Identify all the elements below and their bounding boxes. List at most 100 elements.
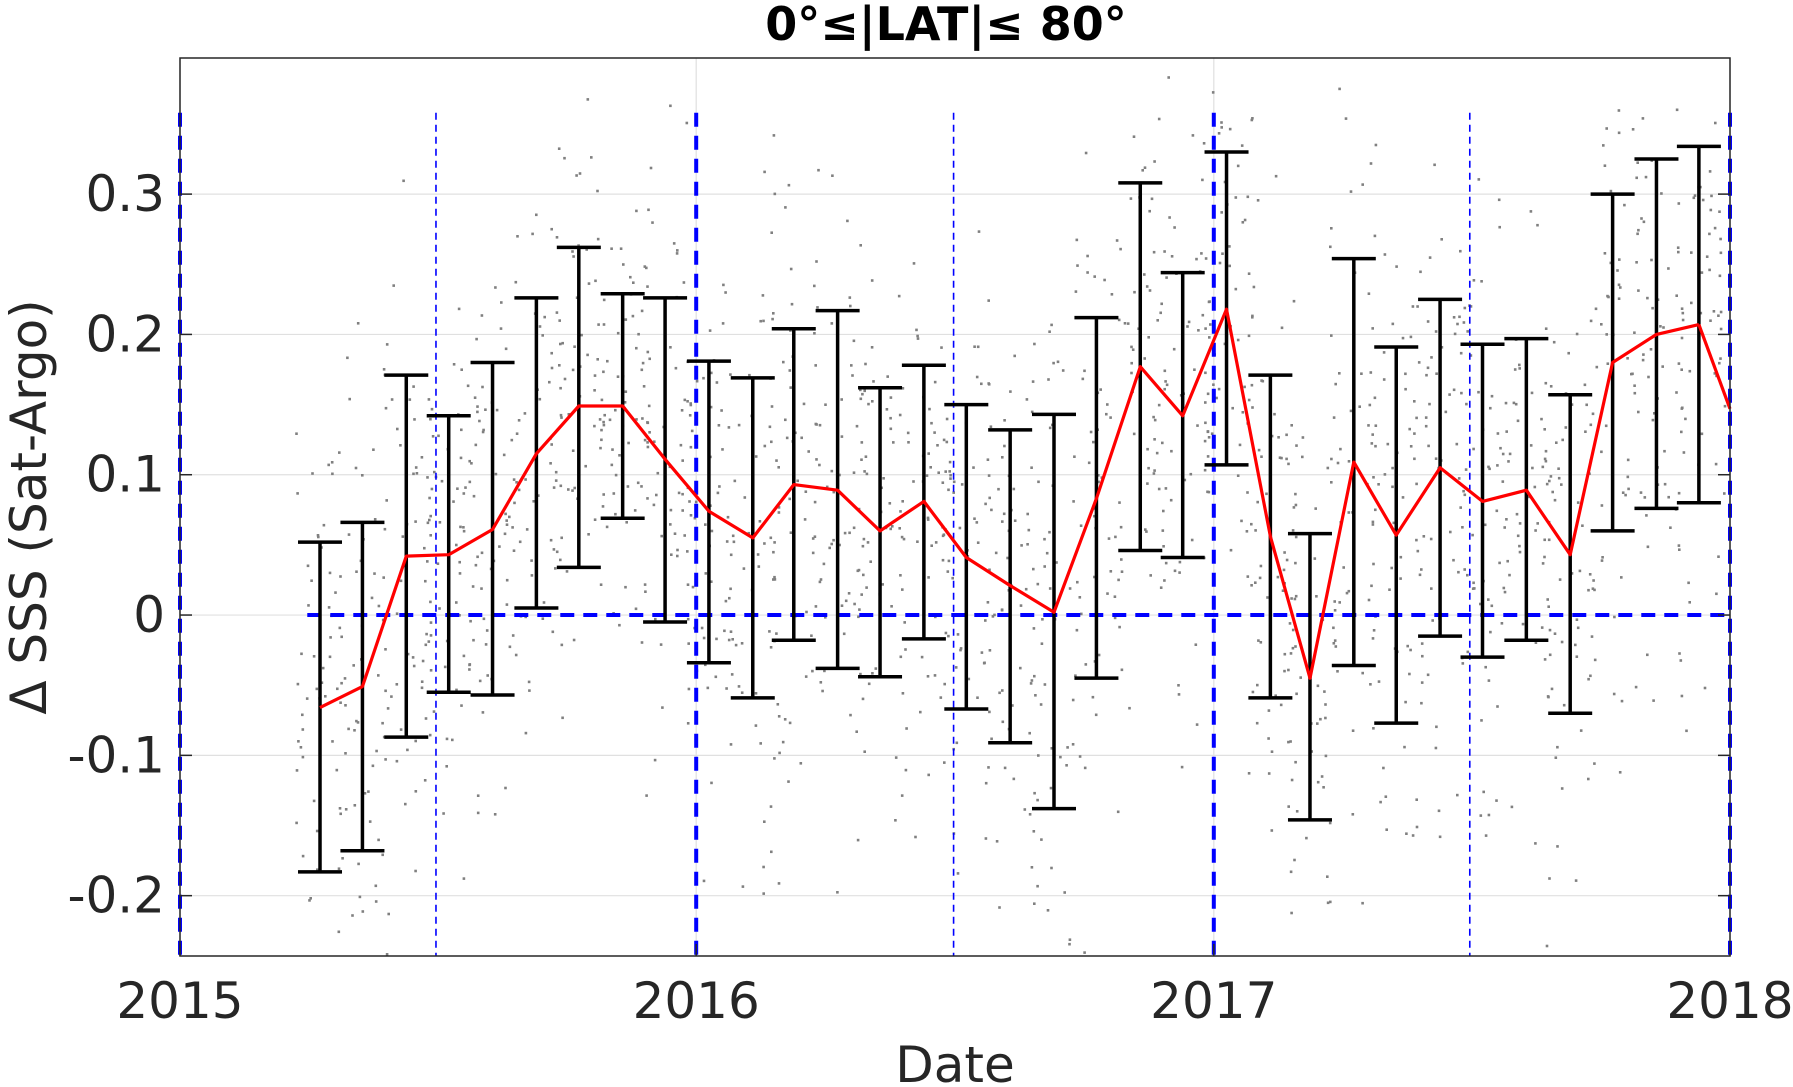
scatter-point — [338, 807, 342, 810]
scatter-point — [1567, 351, 1570, 355]
scatter-point — [1034, 694, 1037, 697]
scatter-point — [1208, 336, 1211, 339]
scatter-point — [1384, 795, 1388, 798]
scatter-point — [1723, 404, 1727, 408]
scatter-point — [925, 474, 929, 477]
scatter-point — [901, 387, 905, 390]
scatter-point — [813, 500, 817, 504]
scatter-point — [840, 435, 844, 438]
scatter-point — [1267, 709, 1271, 712]
scatter-point — [1612, 692, 1616, 696]
scatter-point — [789, 531, 793, 534]
scatter-point — [1250, 522, 1253, 526]
scatter-point — [387, 912, 390, 916]
scatter-point — [575, 174, 578, 177]
scatter-point — [673, 532, 677, 535]
scatter-point — [991, 615, 995, 618]
scatter-point — [482, 428, 485, 432]
scatter-point — [733, 479, 737, 483]
scatter-point — [716, 491, 720, 495]
scatter-point — [998, 691, 1001, 695]
scatter-point — [1415, 416, 1418, 420]
scatter-point — [933, 431, 936, 434]
scatter-point — [1220, 211, 1223, 214]
scatter-point — [1680, 368, 1683, 371]
scatter-point — [1048, 530, 1051, 534]
scatter-point — [352, 664, 355, 667]
scatter-point — [1123, 322, 1127, 325]
scatter-point — [395, 683, 399, 686]
scatter-point — [414, 790, 418, 793]
scatter-point — [437, 434, 440, 438]
scatter-point — [689, 445, 693, 449]
scatter-point — [552, 548, 556, 551]
scatter-point — [817, 168, 820, 172]
scatter-point — [1372, 727, 1375, 730]
scatter-point — [599, 583, 603, 586]
scatter-point — [468, 668, 471, 671]
scatter-point — [524, 731, 528, 735]
scatter-point — [1463, 306, 1467, 310]
scatter-point — [1553, 632, 1557, 635]
scatter-point — [616, 331, 620, 335]
scatter-point — [680, 409, 684, 412]
scatter-point — [1281, 589, 1285, 592]
scatter-point — [563, 156, 566, 160]
scatter-point — [1073, 455, 1076, 458]
scatter-point — [1157, 487, 1161, 491]
scatter-point — [295, 769, 299, 772]
scatter-point — [1677, 202, 1681, 205]
scatter-point — [637, 332, 640, 336]
scatter-point — [1023, 808, 1027, 811]
scatter-point — [1466, 573, 1469, 577]
scatter-point — [309, 897, 312, 900]
scatter-point — [652, 503, 656, 507]
scatter-point — [796, 479, 799, 483]
scatter-point — [1161, 529, 1165, 532]
scatter-point — [1534, 842, 1537, 845]
scatter-point — [947, 634, 950, 638]
scatter-point — [1130, 345, 1133, 349]
scatter-point — [1605, 127, 1608, 130]
scatter-point — [1153, 418, 1157, 422]
scatter-point — [669, 508, 673, 512]
scatter-point — [872, 380, 875, 383]
scatter-point — [1036, 582, 1040, 586]
scatter-point — [1105, 412, 1108, 416]
scatter-point — [1637, 228, 1640, 232]
scatter-point — [676, 249, 679, 252]
scatter-point — [1466, 330, 1469, 333]
scatter-point — [1428, 402, 1431, 406]
scatter-point — [511, 634, 515, 637]
scatter-point — [1424, 416, 1428, 419]
scatter-point — [1680, 407, 1684, 410]
scatter-point — [954, 666, 958, 669]
scatter-point — [627, 441, 630, 445]
scatter-point — [702, 636, 706, 640]
scatter-point — [1277, 436, 1280, 439]
scatter-point — [1368, 403, 1372, 407]
scatter-point — [986, 458, 990, 461]
scatter-point — [499, 327, 503, 330]
scatter-point — [321, 666, 325, 670]
scatter-point — [517, 488, 521, 492]
y-tick-labels: -0.2-0.100.10.20.3 — [67, 165, 165, 925]
scatter-point — [1326, 875, 1329, 878]
scatter-point — [756, 553, 760, 556]
scatter-point — [998, 906, 1001, 909]
scatter-point — [1618, 771, 1622, 774]
scatter-point — [1388, 588, 1391, 591]
scatter-point — [338, 451, 341, 454]
scatter-point — [898, 413, 902, 417]
scatter-point — [1290, 778, 1294, 782]
scatter-point — [1371, 520, 1375, 524]
scatter-point — [324, 695, 327, 698]
scatter-point — [1466, 650, 1470, 654]
scatter-point — [688, 500, 691, 503]
scatter-point — [372, 448, 375, 451]
scatter-point — [725, 687, 728, 690]
scatter-point — [1636, 161, 1639, 164]
scatter-point — [468, 459, 471, 463]
scatter-point — [1645, 514, 1648, 517]
scatter-point — [1361, 671, 1364, 675]
